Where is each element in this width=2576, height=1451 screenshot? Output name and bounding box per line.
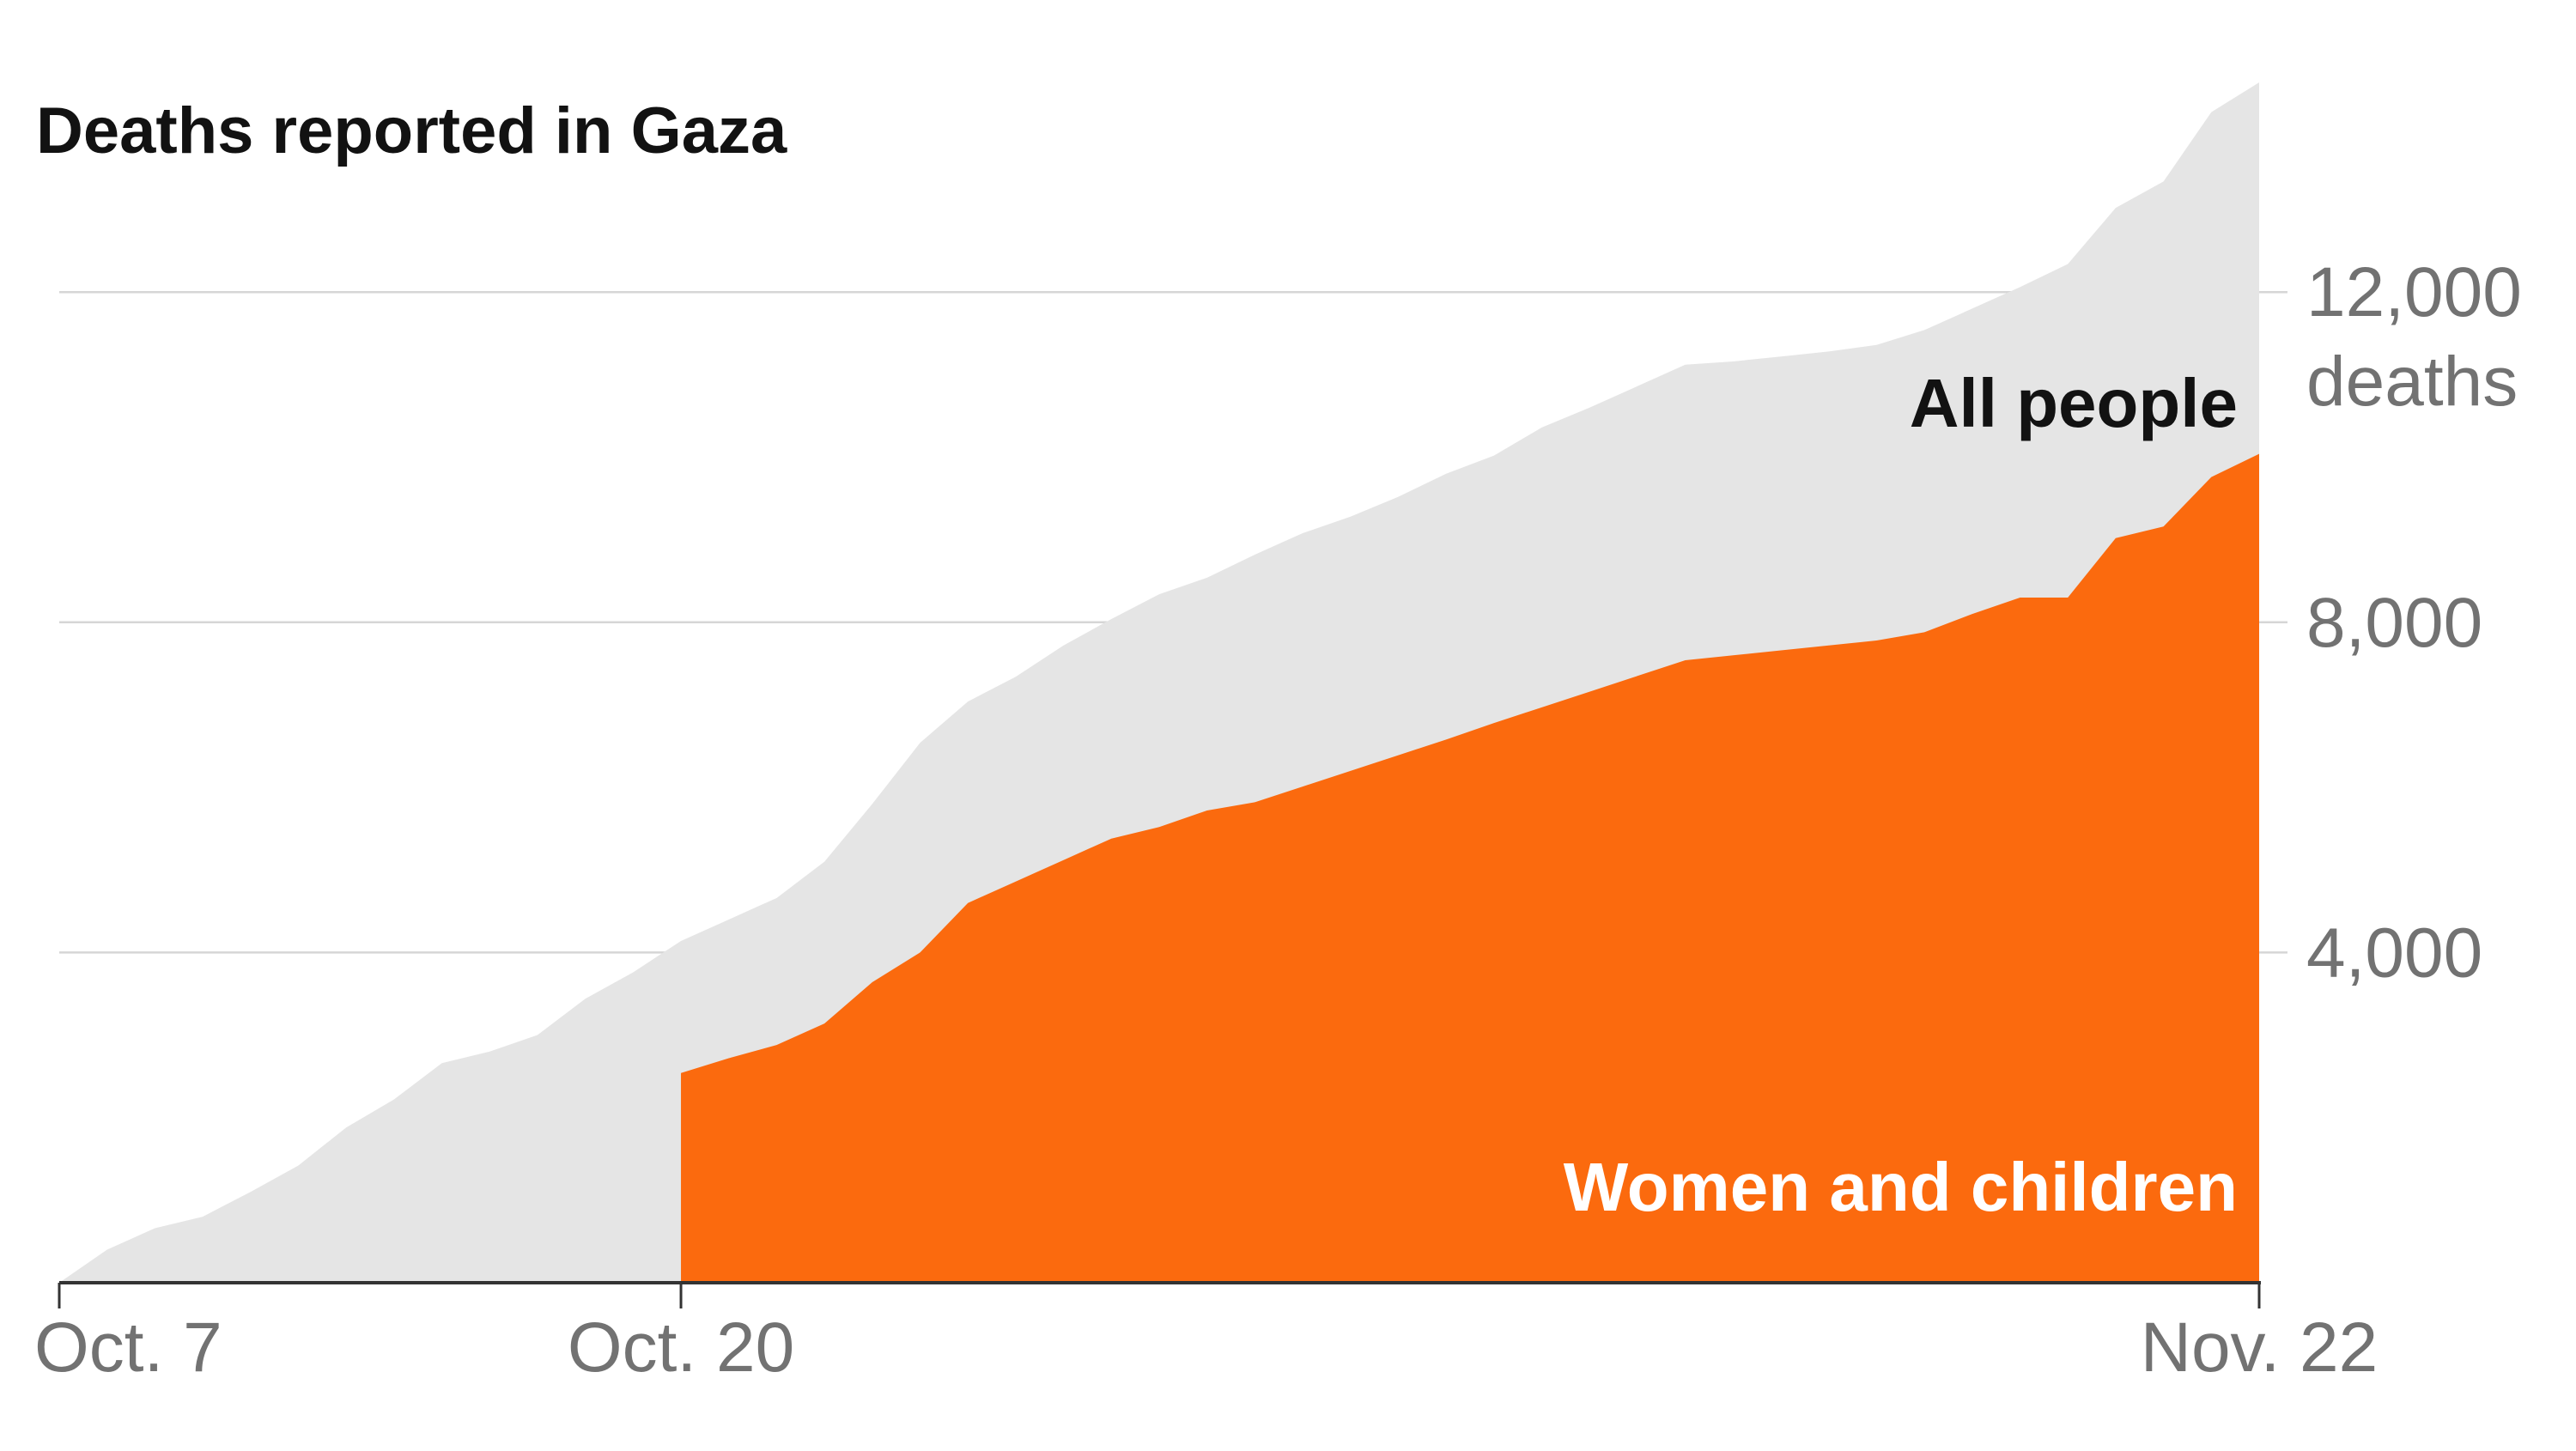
x-axis xyxy=(58,1281,2261,1308)
area-women-and-children xyxy=(681,453,2259,1283)
series-label-women-children: Women and children xyxy=(1564,1149,2238,1225)
chart-title: Deaths reported in Gaza xyxy=(36,94,787,167)
series-label-all-people: All people xyxy=(1910,365,2238,441)
y-tick-label: 12,000 xyxy=(2306,253,2522,331)
y-unit-label: deaths xyxy=(2306,343,2518,421)
area-series xyxy=(58,82,2260,1284)
x-tick-label: Oct. 20 xyxy=(568,1308,794,1387)
x-axis-ticks: Oct. 7 Oct. 20 Nov. 22 xyxy=(34,1308,2378,1387)
y-tick-label: 4,000 xyxy=(2306,914,2482,992)
y-axis-ticks: 4,000 8,000 12,000 xyxy=(2306,253,2522,992)
x-tick-label: Nov. 22 xyxy=(2141,1308,2379,1387)
y-tick-label: 8,000 xyxy=(2306,584,2482,662)
x-tick-label: Oct. 7 xyxy=(34,1308,222,1387)
